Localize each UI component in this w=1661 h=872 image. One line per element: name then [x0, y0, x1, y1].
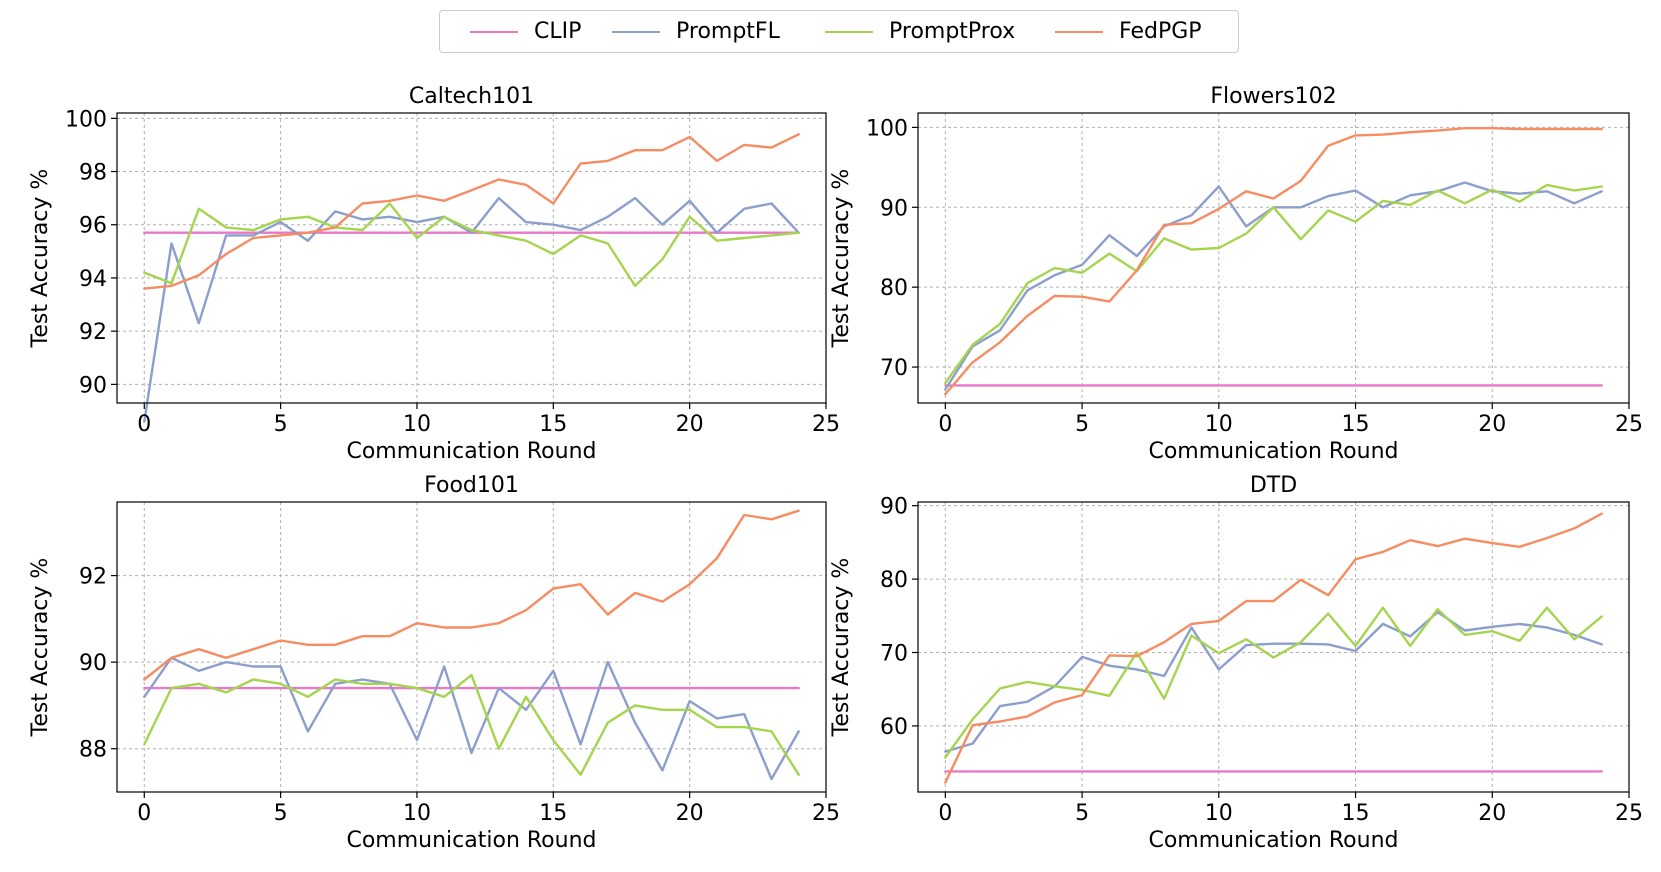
- x-tick-label: 15: [539, 412, 567, 437]
- x-tick-label: 25: [812, 801, 840, 826]
- chart-caltech101: 0 5 10 15 20 25 90 92 94 96 98 100 Caltech101 Communi…: [28, 84, 840, 464]
- x-tick-label: 15: [539, 801, 567, 826]
- y-tick-label: 98: [79, 161, 107, 186]
- legend-swatch-promptfl: [612, 30, 660, 33]
- x-tick-label: 5: [1075, 412, 1089, 437]
- x-tick-label: 10: [1205, 412, 1233, 437]
- x-tick-label: 5: [1075, 801, 1089, 826]
- x-tick-label: 20: [676, 801, 704, 826]
- x-axis-label: Communication Round: [346, 439, 596, 464]
- legend-swatch-promptprox: [825, 30, 873, 33]
- chart-title: Food101: [424, 473, 519, 498]
- y-tick-label: 92: [79, 320, 107, 345]
- x-tick-label: 10: [403, 412, 431, 437]
- x-tick-label: 10: [403, 801, 431, 826]
- x-tick-label: 10: [1205, 801, 1233, 826]
- x-tick-label: 20: [1478, 412, 1506, 437]
- legend-swatch-fedpgp: [1055, 30, 1103, 33]
- y-tick-label: 96: [79, 214, 107, 239]
- legend-label-promptprox: PromptProx: [889, 19, 1016, 44]
- x-axis-label: Communication Round: [346, 828, 596, 853]
- x-tick-label: 15: [1342, 412, 1370, 437]
- x-tick-label: 0: [938, 801, 952, 826]
- y-tick-label: 70: [880, 356, 908, 381]
- y-tick-label: 100: [866, 116, 908, 141]
- legend-item-promptprox: PromptProx: [825, 11, 1015, 52]
- y-tick-label: 80: [880, 568, 908, 593]
- y-tick-label: 94: [79, 267, 107, 292]
- y-tick-label: 90: [79, 651, 107, 676]
- chart-food101: 0 5 10 15 20 25 88 90 92 Food101 Communication Rou…: [28, 473, 840, 853]
- x-tick-label: 5: [274, 412, 288, 437]
- legend-item-fedpgp: FedPGP: [1055, 11, 1202, 52]
- x-tick-label: 25: [1615, 801, 1643, 826]
- y-axis-label: Test Accuracy %: [829, 558, 854, 738]
- x-tick-label: 0: [137, 801, 151, 826]
- chart-title: DTD: [1250, 473, 1297, 498]
- x-tick-label: 20: [676, 412, 704, 437]
- legend-label-fedpgp: FedPGP: [1119, 19, 1202, 44]
- x-axis-label: Communication Round: [1148, 828, 1398, 853]
- x-tick-label: 0: [938, 412, 952, 437]
- x-tick-label: 25: [1615, 412, 1643, 437]
- y-tick-label: 100: [65, 107, 107, 132]
- y-axis-label: Test Accuracy %: [28, 558, 53, 738]
- y-axis-label: Test Accuracy %: [829, 169, 854, 349]
- x-tick-label: 20: [1478, 801, 1506, 826]
- y-tick-label: 88: [79, 738, 107, 763]
- y-tick-label: 80: [880, 276, 908, 301]
- y-tick-label: 90: [880, 196, 908, 221]
- chart-title: Caltech101: [409, 84, 534, 109]
- legend-swatch-clip: [470, 30, 518, 33]
- chart-dtd: 0 5 10 15 20 25 60 70 80 90 DTD Communication Round…: [829, 473, 1643, 853]
- y-tick-label: 60: [880, 715, 908, 740]
- x-tick-label: 25: [812, 412, 840, 437]
- x-axis-label: Communication Round: [1148, 439, 1398, 464]
- chart-flowers102: 0 5 10 15 20 25 70 80 90 100 Flowers102 Communicati…: [829, 84, 1643, 464]
- y-tick-label: 92: [79, 565, 107, 590]
- legend-item-promptfl: PromptFL: [612, 11, 780, 52]
- legend-label-promptfl: PromptFL: [676, 19, 780, 44]
- y-axis-label: Test Accuracy %: [28, 169, 53, 349]
- legend: CLIP PromptFL PromptProx FedPGP: [439, 10, 1239, 53]
- y-tick-label: 70: [880, 642, 908, 667]
- legend-item-clip: CLIP: [470, 11, 581, 52]
- y-tick-label: 90: [880, 495, 908, 520]
- y-tick-label: 90: [79, 373, 107, 398]
- chart-title: Flowers102: [1210, 84, 1336, 109]
- legend-label-clip: CLIP: [534, 19, 582, 44]
- x-tick-label: 0: [137, 412, 151, 437]
- x-tick-label: 15: [1342, 801, 1370, 826]
- x-tick-label: 5: [274, 801, 288, 826]
